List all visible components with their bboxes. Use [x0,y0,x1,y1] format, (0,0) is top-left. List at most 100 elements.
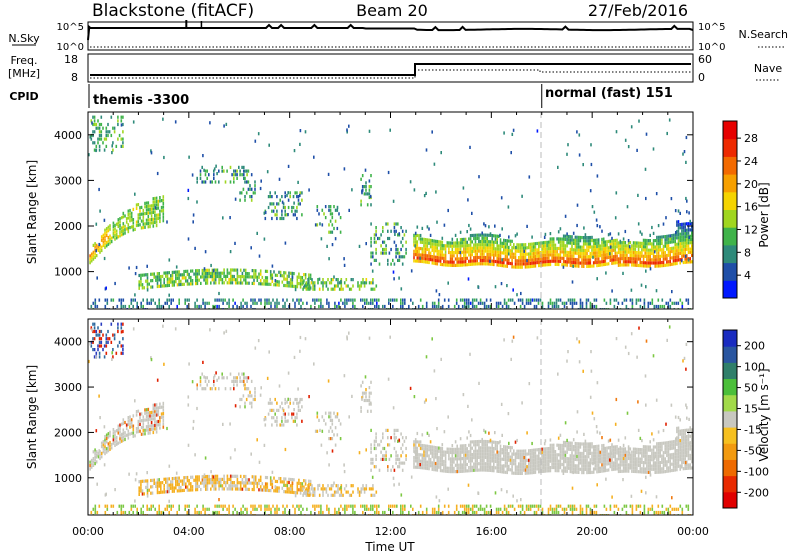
velocity-cell [534,451,537,455]
power-cell [541,241,543,245]
power-cell [689,260,691,264]
power-cell [128,266,130,270]
velocity-cell [476,443,478,447]
velocity-cell [641,457,643,461]
power-cell [271,209,273,213]
power-cell [232,304,234,309]
power-cell [637,222,640,226]
power-cell [584,252,587,256]
power-cell [637,241,640,245]
power-cell [513,301,516,305]
velocity-cell [614,467,617,471]
power-cell [484,255,487,260]
power-cell [188,276,190,280]
power-cell [135,223,138,228]
beam-title: Beam 20 [356,1,428,20]
power-cell [483,262,485,266]
velocity-cell [616,467,618,471]
power-cell [105,227,108,231]
power-cell [632,263,635,267]
power-cell [483,236,485,240]
velocity-cell [652,464,655,468]
velocity-cell [637,454,640,458]
power-cell [639,251,642,255]
velocity-cell [122,428,125,432]
velocity-cell [656,445,658,449]
velocity-cell [451,463,454,467]
power-cell [211,271,214,275]
velocity-cell [674,455,676,459]
power-cell [674,252,676,256]
velocity-cell [413,440,415,444]
power-cell [602,256,605,260]
power-cell [318,277,321,281]
power-cell [524,255,527,260]
velocity-cell [677,461,680,465]
power-cell [621,247,623,251]
power-cell [606,256,608,260]
power-cell [98,130,101,134]
power-cell [534,248,537,252]
power-cell [682,225,685,229]
power-cell [546,253,548,257]
velocity-cell [607,462,610,466]
power-cell [468,237,470,241]
velocity-cell [529,464,532,469]
velocity-cell [448,466,450,470]
power-cell [146,279,149,283]
power-cell [606,249,608,253]
velocity-cell [624,447,627,451]
velocity-cell [418,459,420,463]
power-cell [166,301,168,305]
power-cell [431,258,434,262]
power-cell [644,254,646,258]
power-cell [115,229,118,233]
velocity-cell [552,459,555,463]
power-cell [513,255,515,259]
velocity-cell [438,446,440,450]
velocity-cell [649,448,651,452]
velocity-cell [150,427,153,431]
velocity-cell [634,469,637,474]
power-cell [245,169,248,173]
velocity-cell [428,454,430,458]
power-cell [569,301,572,305]
power-cell [509,298,512,302]
power-cell [438,256,440,260]
power-cell [601,240,603,245]
power-cell [413,256,415,260]
power-cell [524,252,527,256]
power-cell [294,304,296,309]
power-cell [328,230,330,234]
velocity-cell [606,462,608,466]
velocity-cell [557,436,560,440]
velocity-cell [642,461,645,465]
power-cell [395,255,397,259]
power-cell [236,176,238,180]
power-cell [601,253,603,257]
power-cell [529,245,532,250]
velocity-cell [428,433,430,437]
power-cell [218,278,220,282]
power-cell [243,176,245,180]
power-cell [162,212,165,216]
power-cell [453,260,455,264]
power-cell [686,244,688,248]
velocity-cell [606,449,608,453]
power-cell [512,128,515,132]
power-cell [679,239,681,243]
power-cell [148,301,150,305]
velocity-cell [577,451,580,455]
power-cell [200,304,202,309]
velocity-cell [526,468,528,472]
velocity-cell [567,447,570,451]
velocity-cell [614,464,617,468]
power-cell [636,263,638,267]
power-cell [362,278,364,282]
power-cell [112,235,115,239]
velocity-cell [677,429,680,433]
power-cell [347,284,349,288]
power-cell [428,238,430,242]
power-cell [247,187,250,191]
velocity-cell [506,470,508,475]
